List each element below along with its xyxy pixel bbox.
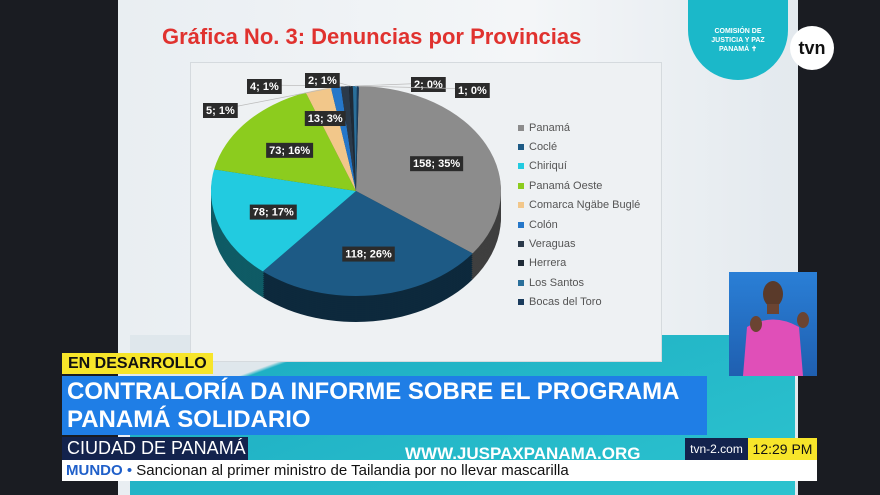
data-label: 2; 0% — [414, 79, 443, 91]
legend-swatch — [518, 163, 524, 170]
leader-line — [222, 86, 336, 110]
sign-language-interpreter — [729, 272, 817, 376]
pie-chart: 158; 35% 118; 26% 78; 17% 73; 16% 13; 3% 5; 1… — [203, 73, 502, 322]
data-label-box — [249, 204, 297, 220]
ticker-separator: • — [126, 462, 133, 479]
legend-label: Veraguas — [529, 238, 576, 251]
legend-item: Bocas del Toro — [518, 293, 640, 312]
data-label: 13; 3% — [308, 113, 343, 125]
legend-item: Veraguas — [518, 234, 640, 253]
legend-label: Chiriquí — [529, 160, 567, 173]
data-label: 4; 1% — [250, 81, 279, 93]
data-label: 158; 35% — [413, 158, 460, 170]
legend-swatch — [518, 202, 524, 209]
legend-swatch — [518, 144, 524, 151]
data-label-box — [455, 83, 490, 98]
plot-area: 158; 35% 118; 26% 78; 17% 73; 16% 13; 3% 5; 1… — [190, 62, 662, 362]
data-label: 118; 26% — [345, 249, 392, 261]
data-label: 73; 16% — [269, 145, 310, 157]
legend-swatch — [518, 279, 524, 286]
clock: 12:29 PM — [748, 438, 817, 460]
legend-swatch — [518, 221, 524, 228]
pie-slice-9 — [352, 86, 357, 191]
breaking-tag: EN DESARROLLO — [62, 353, 213, 374]
pie-slice-8 — [348, 86, 356, 191]
data-label-box — [247, 79, 282, 94]
legend-swatch — [518, 182, 524, 189]
location-label: CIUDAD DE PANAMÁ — [62, 437, 248, 460]
legend-swatch — [518, 260, 524, 267]
legend-label: Colón — [529, 218, 558, 231]
legend-item: Herrera — [518, 254, 640, 273]
chart-title: Gráfica No. 3: Denuncias por Provincias — [162, 24, 582, 49]
legend-item: Panamá — [518, 118, 640, 137]
pie-slice-2 — [262, 191, 473, 296]
website-text: WWW.JUSPAXPANAMA.ORG — [405, 444, 641, 463]
ticker-text: Sancionan al primer ministro de Tailandi… — [136, 462, 569, 479]
data-label: 78; 17% — [253, 207, 294, 219]
headline: CONTRALORÍA DA INFORME SOBRE EL PROGRAMA… — [62, 376, 707, 435]
pie-slice-10 — [356, 86, 359, 191]
data-label: 5; 1% — [206, 105, 235, 117]
legend-label: Panamá Oeste — [529, 179, 603, 192]
data-label: 2; 1% — [308, 75, 337, 87]
legend-item: Coclé — [518, 137, 640, 156]
legend-swatch — [518, 124, 524, 131]
data-label-box — [304, 111, 346, 127]
data-label-box — [266, 142, 314, 158]
legend-swatch — [518, 241, 524, 248]
data-label-box — [305, 73, 340, 88]
news-ticker: MUNDO • Sancionan al primer ministro de … — [62, 460, 817, 481]
site-label: tvn-2.com — [685, 438, 748, 460]
headline-line-1: CONTRALORÍA DA INFORME SOBRE EL PROGRAMA — [67, 378, 680, 405]
legend: Panamá Coclé Chiriquí Panamá Oeste Comarca N… — [518, 118, 640, 312]
justice-peace-logo: COMISIÓN DE JUSTICIA Y PAZ PANAMÁ ✝ — [688, 0, 788, 80]
tvn-logo: tvn — [790, 26, 834, 70]
legend-label: Los Santos — [529, 276, 585, 289]
legend-item: Los Santos — [518, 273, 640, 292]
legend-item: Chiriquí — [518, 157, 640, 176]
pie-slice-4 — [214, 92, 356, 191]
pie-slice-3 — [211, 169, 356, 272]
legend-label: Panamá — [529, 121, 570, 134]
ticker-category: MUNDO — [66, 462, 123, 479]
legend-label: Herrera — [529, 257, 567, 270]
legend-label: Comarca Ngäbe Buglé — [529, 199, 641, 212]
legend-label: Bocas del Toro — [529, 296, 602, 309]
legend-swatch — [518, 299, 524, 306]
headline-line-2: PANAMÁ SOLIDARIO — [67, 406, 311, 433]
legend-label: Coclé — [529, 141, 558, 154]
data-label-box — [203, 103, 238, 118]
data-label-box — [410, 156, 464, 172]
legend-item: Panamá Oeste — [518, 176, 640, 195]
data-label-box — [342, 246, 395, 262]
legend-item: Colón — [518, 215, 640, 234]
data-label: 1; 0% — [458, 85, 487, 97]
legend-item: Comarca Ngäbe Buglé — [518, 196, 640, 215]
